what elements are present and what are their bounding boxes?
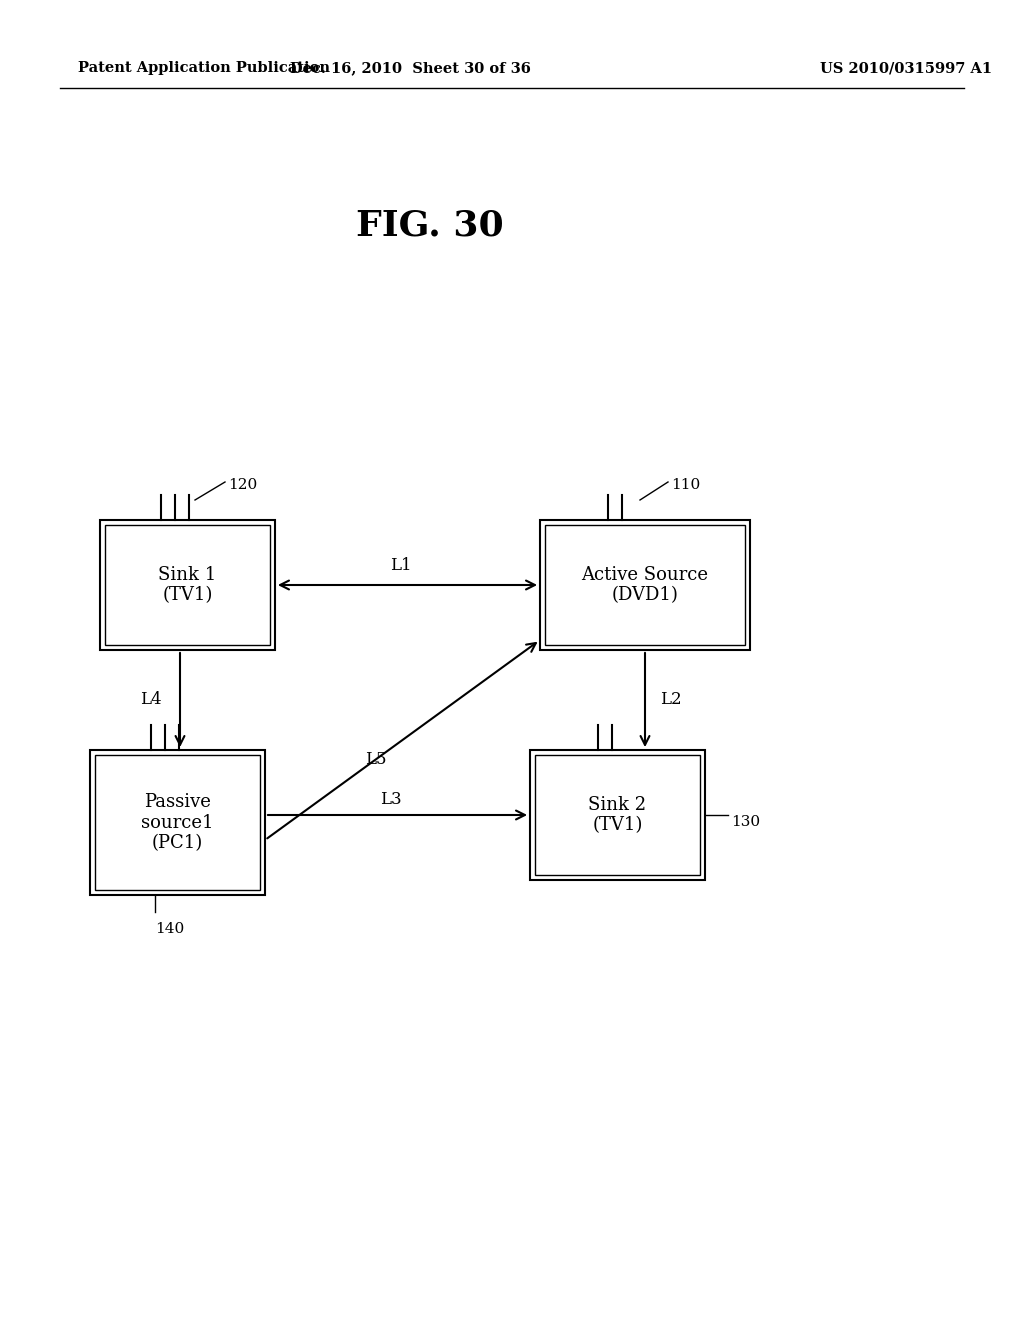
Text: Sink 1
(TV1): Sink 1 (TV1) <box>159 565 217 605</box>
Text: L2: L2 <box>660 692 682 709</box>
Text: Passive
source1
(PC1): Passive source1 (PC1) <box>141 793 214 853</box>
Bar <box>530 750 705 880</box>
Text: L5: L5 <box>365 751 386 768</box>
Bar <box>100 520 275 649</box>
Text: FIG. 30: FIG. 30 <box>356 209 504 242</box>
Text: 110: 110 <box>671 478 700 492</box>
Bar <box>535 755 700 875</box>
Bar <box>105 525 270 645</box>
Text: L3: L3 <box>380 792 401 808</box>
Text: 140: 140 <box>155 921 184 936</box>
Text: Dec. 16, 2010  Sheet 30 of 36: Dec. 16, 2010 Sheet 30 of 36 <box>290 61 530 75</box>
Text: L1: L1 <box>390 557 412 573</box>
Text: Active Source
(DVD1): Active Source (DVD1) <box>582 565 709 605</box>
Bar <box>545 525 745 645</box>
Text: 120: 120 <box>228 478 257 492</box>
Text: Patent Application Publication: Patent Application Publication <box>78 61 330 75</box>
Text: US 2010/0315997 A1: US 2010/0315997 A1 <box>820 61 992 75</box>
Bar <box>95 755 260 890</box>
Bar <box>90 750 265 895</box>
Text: Sink 2
(TV1): Sink 2 (TV1) <box>589 796 646 834</box>
Text: L4: L4 <box>140 692 162 709</box>
Text: 130: 130 <box>731 814 760 829</box>
Bar <box>540 520 750 649</box>
